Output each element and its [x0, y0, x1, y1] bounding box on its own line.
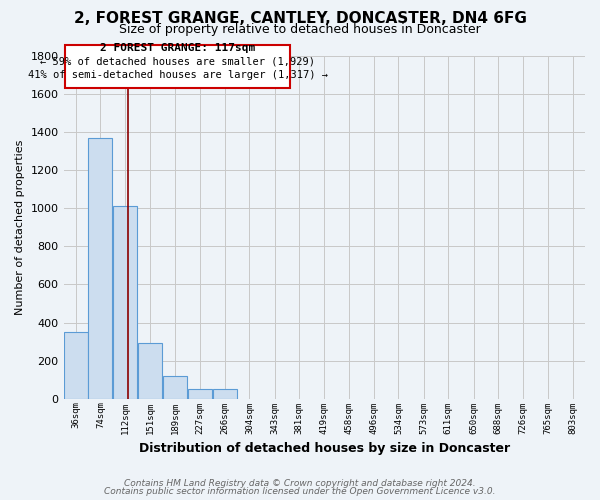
Bar: [64, 332, 88, 398]
FancyBboxPatch shape: [65, 44, 290, 88]
Text: ← 59% of detached houses are smaller (1,929): ← 59% of detached houses are smaller (1,…: [40, 57, 315, 67]
Text: 2, FOREST GRANGE, CANTLEY, DONCASTER, DN4 6FG: 2, FOREST GRANGE, CANTLEY, DONCASTER, DN…: [74, 11, 526, 26]
Text: Contains HM Land Registry data © Crown copyright and database right 2024.: Contains HM Land Registry data © Crown c…: [124, 478, 476, 488]
Text: Size of property relative to detached houses in Doncaster: Size of property relative to detached ho…: [119, 22, 481, 36]
Bar: [188, 389, 212, 398]
Bar: [139, 344, 163, 398]
X-axis label: Distribution of detached houses by size in Doncaster: Distribution of detached houses by size …: [139, 442, 510, 455]
Bar: [113, 206, 137, 398]
Y-axis label: Number of detached properties: Number of detached properties: [15, 140, 25, 315]
Bar: [88, 138, 112, 398]
Bar: [213, 389, 237, 398]
Text: Contains public sector information licensed under the Open Government Licence v3: Contains public sector information licen…: [104, 487, 496, 496]
Bar: [163, 376, 187, 398]
Text: 2 FOREST GRANGE: 117sqm: 2 FOREST GRANGE: 117sqm: [100, 44, 255, 54]
Text: 41% of semi-detached houses are larger (1,317) →: 41% of semi-detached houses are larger (…: [28, 70, 328, 80]
